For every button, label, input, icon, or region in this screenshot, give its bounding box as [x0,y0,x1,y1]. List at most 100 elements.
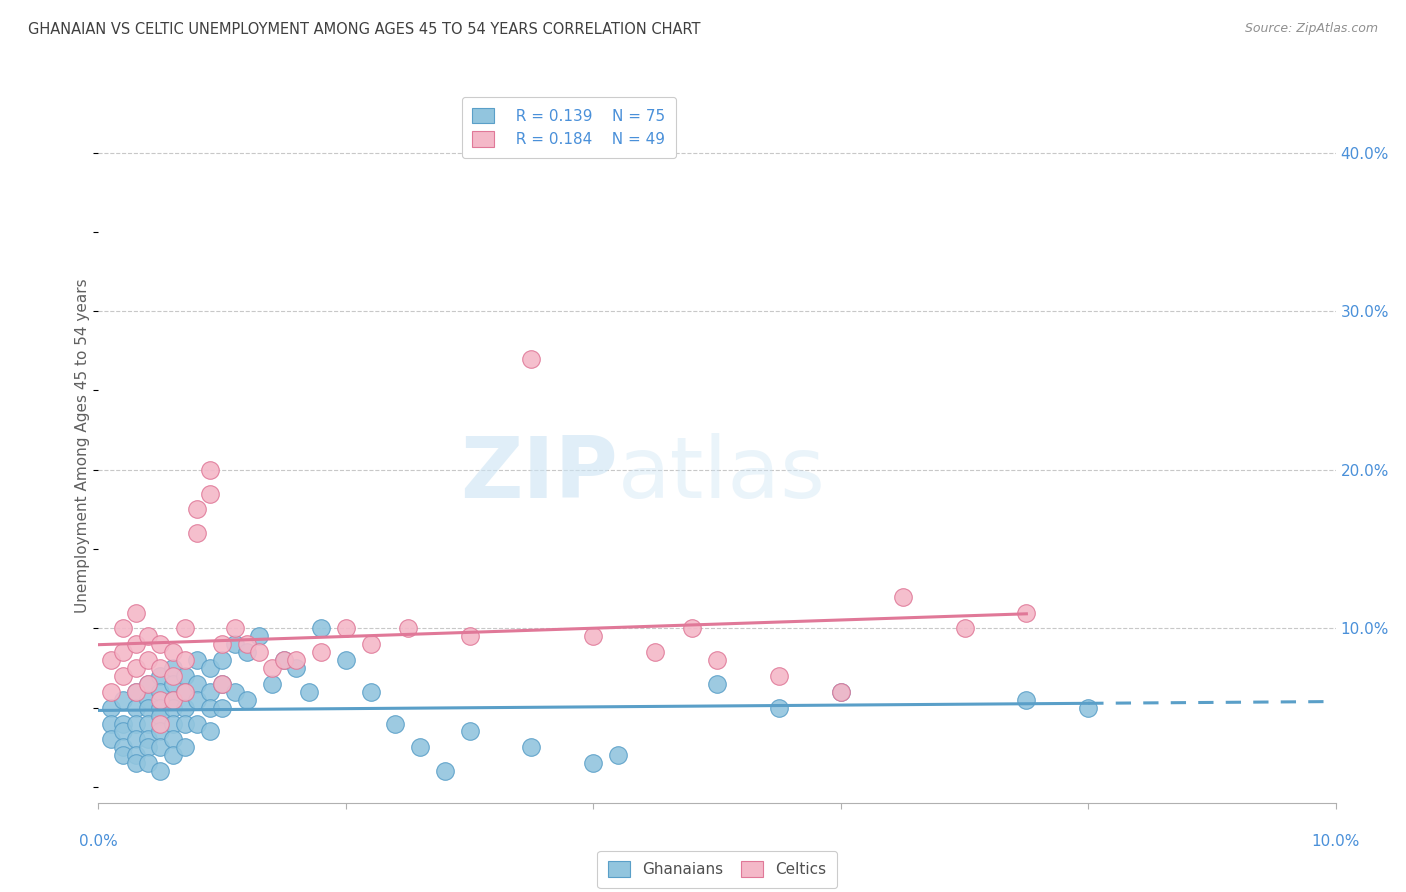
Point [136,677,159,691]
Point [360,637,382,651]
Point [149,724,172,739]
Text: GHANAIAN VS CELTIC UNEMPLOYMENT AMONG AGES 45 TO 54 YEARS CORRELATION CHART: GHANAIAN VS CELTIC UNEMPLOYMENT AMONG AG… [28,22,700,37]
Point [186,677,208,691]
Point [285,661,308,675]
Point [124,606,146,620]
Point [582,629,605,643]
Point [396,621,419,635]
Point [136,716,159,731]
Point [162,748,184,763]
Point [1015,692,1038,706]
Point [186,716,208,731]
Point [149,764,172,778]
Point [198,724,221,739]
Point [891,590,914,604]
Point [124,732,146,747]
Point [830,685,852,699]
Point [112,740,135,755]
Point [211,677,233,691]
Point [112,748,135,763]
Point [162,692,184,706]
Point [198,486,221,500]
Point [162,677,184,691]
Point [136,740,159,755]
Point [162,661,184,675]
Point [247,645,270,659]
Point [174,740,197,755]
Point [100,716,122,731]
Point [211,677,233,691]
Point [285,653,308,667]
Point [100,685,122,699]
Point [112,692,135,706]
Point [224,621,246,635]
Point [124,685,146,699]
Point [1077,700,1099,714]
Point [298,685,321,699]
Point [236,692,259,706]
Point [706,653,728,667]
Point [520,740,543,755]
Y-axis label: Unemployment Among Ages 45 to 54 years: Unemployment Among Ages 45 to 54 years [75,278,90,614]
Point [112,621,135,635]
Point [458,629,481,643]
Point [335,621,357,635]
Point [607,748,630,763]
Point [458,724,481,739]
Point [186,653,208,667]
Text: 0.0%: 0.0% [79,834,118,849]
Point [706,677,728,691]
Point [149,740,172,755]
Point [260,661,283,675]
Point [409,740,432,755]
Point [198,685,221,699]
Point [681,621,703,635]
Point [198,661,221,675]
Point [211,653,233,667]
Point [100,700,122,714]
Text: atlas: atlas [619,433,827,516]
Point [124,756,146,771]
Point [162,732,184,747]
Point [1015,606,1038,620]
Point [112,724,135,739]
Point [124,748,146,763]
Point [247,629,270,643]
Point [174,685,197,699]
Point [273,653,295,667]
Point [198,463,221,477]
Point [112,716,135,731]
Point [149,661,172,675]
Point [124,685,146,699]
Point [124,716,146,731]
Point [149,692,172,706]
Point [433,764,456,778]
Point [335,653,357,667]
Point [768,700,790,714]
Point [768,669,790,683]
Point [124,637,146,651]
Point [186,526,208,541]
Point [162,716,184,731]
Point [360,685,382,699]
Point [136,756,159,771]
Point [149,685,172,699]
Point [273,653,295,667]
Point [100,653,122,667]
Point [186,692,208,706]
Point [124,661,146,675]
Point [953,621,976,635]
Point [174,621,197,635]
Point [149,637,172,651]
Point [112,669,135,683]
Point [260,677,283,691]
Point [211,700,233,714]
Point [124,700,146,714]
Point [149,669,172,683]
Point [174,685,197,699]
Point [149,700,172,714]
Point [224,685,246,699]
Point [224,637,246,651]
Point [174,700,197,714]
Point [136,653,159,667]
